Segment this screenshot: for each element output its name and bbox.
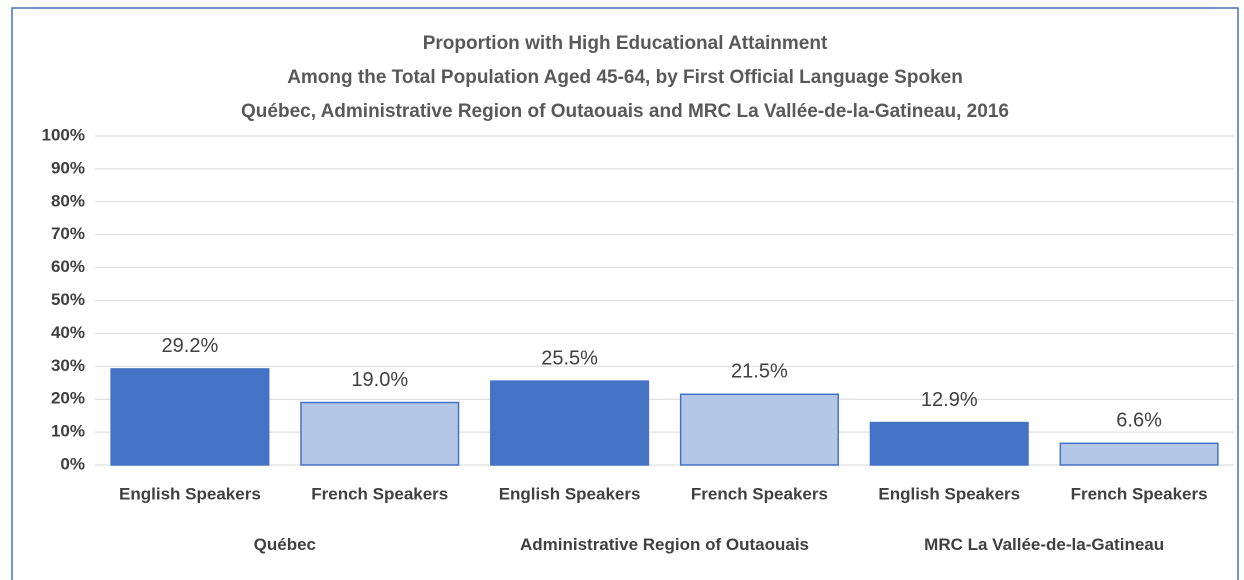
value-label: 21.5% <box>731 361 788 383</box>
bar <box>490 380 650 466</box>
y-tick-label: 30% <box>51 356 85 375</box>
value-label: 29.2% <box>162 335 219 357</box>
bar <box>300 401 460 466</box>
y-tick-label: 0% <box>60 454 85 473</box>
y-tick-label: 50% <box>51 290 85 309</box>
y-tick-label: 70% <box>51 224 85 243</box>
y-tick-label: 90% <box>51 158 85 177</box>
bar <box>869 421 1029 466</box>
chart-title: Proportion with High Educational Attainm… <box>423 33 828 54</box>
y-tick-label: 60% <box>51 257 85 276</box>
y-tick-label: 20% <box>51 389 85 408</box>
bar <box>679 393 839 466</box>
x-tick-label: French Speakers <box>311 484 448 503</box>
x-tick-label: English Speakers <box>878 484 1020 503</box>
y-tick-label: 10% <box>51 422 85 441</box>
group-label: Québec <box>253 535 316 554</box>
y-tick-label: 100% <box>42 125 85 144</box>
chart-title: Among the Total Population Aged 45-64, b… <box>287 67 963 88</box>
value-label: 19.0% <box>351 369 408 391</box>
bar <box>110 368 270 466</box>
x-tick-label: English Speakers <box>119 484 261 503</box>
group-label: MRC La Vallée-de-la-Gatineau <box>924 535 1165 554</box>
chart-title: Québec, Administrative Region of Outaoua… <box>241 101 1009 122</box>
frame <box>11 7 1239 580</box>
value-label: 12.9% <box>921 389 978 411</box>
x-tick-label: English Speakers <box>499 484 641 503</box>
bar <box>1059 442 1219 466</box>
value-label: 6.6% <box>1116 410 1162 432</box>
y-tick-label: 80% <box>51 191 85 210</box>
x-tick-label: French Speakers <box>1071 484 1208 503</box>
value-label: 25.5% <box>541 347 598 369</box>
x-tick-label: French Speakers <box>691 484 828 503</box>
y-tick-label: 40% <box>51 323 85 342</box>
group-label: Administrative Region of Outaouais <box>519 535 810 554</box>
